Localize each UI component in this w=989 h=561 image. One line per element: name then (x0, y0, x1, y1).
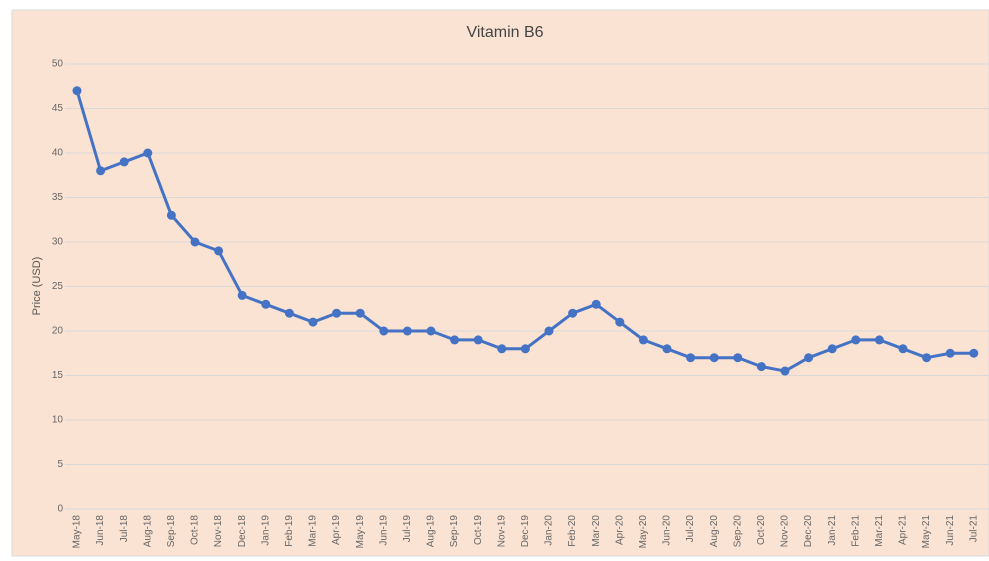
y-tick-label: 15 (52, 370, 64, 381)
x-tick-label: Feb-21 (850, 515, 861, 547)
data-point (332, 308, 342, 318)
data-point (190, 237, 200, 247)
data-point (379, 326, 389, 336)
x-tick-label: Mar-19 (308, 515, 319, 547)
y-axis-label: Price (USD) (31, 257, 43, 316)
data-point (237, 290, 247, 300)
x-tick-label: Aug-20 (709, 515, 720, 548)
data-point (662, 344, 672, 354)
data-point (402, 326, 412, 336)
x-tick-label: Jun-20 (662, 515, 673, 546)
x-tick-label: Mar-20 (591, 515, 602, 547)
y-tick-label: 20 (52, 326, 64, 337)
chart-background (11, 9, 989, 557)
y-tick-label: 45 (52, 103, 64, 114)
data-point (851, 335, 861, 345)
data-point (780, 366, 790, 376)
data-point (686, 353, 696, 363)
data-point (544, 326, 554, 336)
data-point (426, 326, 436, 336)
data-point (969, 348, 979, 358)
data-point (733, 353, 743, 363)
x-tick-label: Apr-19 (331, 515, 342, 545)
y-tick-label: 0 (57, 504, 63, 515)
data-point (308, 317, 318, 327)
data-point (874, 335, 884, 345)
x-tick-label: Mar-21 (874, 515, 885, 547)
x-tick-label: Sep-19 (449, 515, 460, 548)
x-tick-label: Jun-21 (945, 515, 956, 546)
x-tick-label: Dec-20 (803, 515, 814, 548)
x-tick-label: Nov-19 (496, 515, 507, 548)
x-tick-label: Jan-19 (260, 515, 271, 546)
y-tick-label: 25 (52, 281, 64, 292)
y-tick-label: 5 (57, 459, 63, 470)
x-tick-label: Jun-18 (95, 515, 106, 546)
data-point (450, 335, 460, 345)
x-tick-label: Jul-20 (685, 515, 696, 543)
data-point (568, 308, 578, 318)
data-point (638, 335, 648, 345)
data-point (473, 335, 483, 345)
x-tick-label: Jan-20 (544, 515, 555, 546)
data-point (261, 299, 271, 309)
x-tick-label: Oct-18 (190, 515, 201, 545)
data-point (143, 148, 153, 158)
x-tick-label: May-20 (638, 515, 649, 549)
x-tick-label: May-19 (355, 515, 366, 549)
x-tick-label: Sep-20 (732, 515, 743, 548)
x-tick-label: Nov-20 (780, 515, 791, 548)
data-point (756, 362, 766, 372)
x-tick-label: Aug-18 (142, 515, 153, 548)
x-tick-label: Oct-19 (473, 515, 484, 545)
data-point (804, 353, 814, 363)
data-point (355, 308, 365, 318)
data-point (96, 166, 106, 176)
x-tick-label: Aug-19 (426, 515, 437, 548)
data-point (520, 344, 530, 354)
x-tick-label: Jun-19 (378, 515, 389, 546)
x-tick-label: Feb-19 (284, 515, 295, 547)
data-point (615, 317, 625, 327)
x-tick-label: Jul-18 (119, 515, 130, 543)
x-tick-label: Oct-20 (756, 515, 767, 545)
x-tick-label: Nov-18 (213, 515, 224, 548)
data-point (898, 344, 908, 354)
chart-title: Vitamin B6 (466, 24, 543, 41)
data-point (922, 353, 932, 363)
x-tick-label: May-21 (921, 515, 932, 549)
x-tick-label: Sep-18 (166, 515, 177, 548)
x-tick-label: Feb-20 (567, 515, 578, 547)
data-point (827, 344, 837, 354)
data-point (591, 299, 601, 309)
data-point (945, 348, 955, 358)
x-tick-label: Apr-20 (614, 515, 625, 545)
y-tick-label: 10 (52, 415, 64, 426)
y-tick-label: 35 (52, 192, 64, 203)
x-tick-label: Jul-19 (402, 515, 413, 543)
x-tick-label: Dec-19 (520, 515, 531, 548)
x-tick-label: May-18 (72, 515, 83, 549)
data-point (497, 344, 507, 354)
data-point (214, 246, 224, 256)
x-tick-label: Dec-18 (237, 515, 248, 548)
x-tick-label: Apr-21 (898, 515, 909, 545)
x-tick-label: Jan-21 (827, 515, 838, 546)
data-point (166, 210, 176, 220)
data-point (709, 353, 719, 363)
y-tick-label: 30 (52, 237, 64, 248)
data-point (72, 86, 82, 96)
data-point (284, 308, 294, 318)
y-tick-label: 40 (52, 148, 64, 159)
x-tick-label: Jul-21 (968, 515, 979, 543)
data-point (119, 157, 129, 167)
y-tick-label: 50 (52, 59, 64, 70)
